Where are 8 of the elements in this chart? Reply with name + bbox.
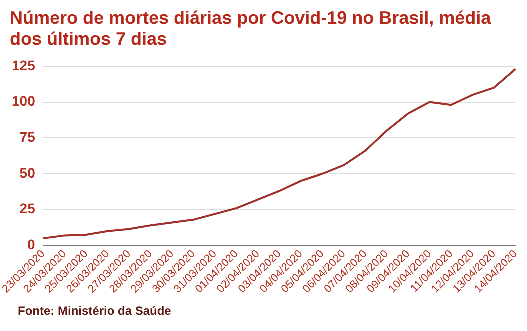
y-tick-label: 50	[20, 164, 36, 181]
y-tick-label: 0	[28, 236, 36, 253]
chart-title: Número de mortes diárias por Covid-19 no Brasil, média dos últimos 7 dias	[9, 7, 492, 50]
y-tick-label: 125	[12, 57, 36, 74]
y-tick-label: 25	[20, 200, 36, 217]
y-tick-label: 75	[20, 128, 36, 145]
source-note: Fonte: Ministério da Saúde	[17, 303, 172, 318]
y-tick-label: 100	[12, 93, 36, 110]
